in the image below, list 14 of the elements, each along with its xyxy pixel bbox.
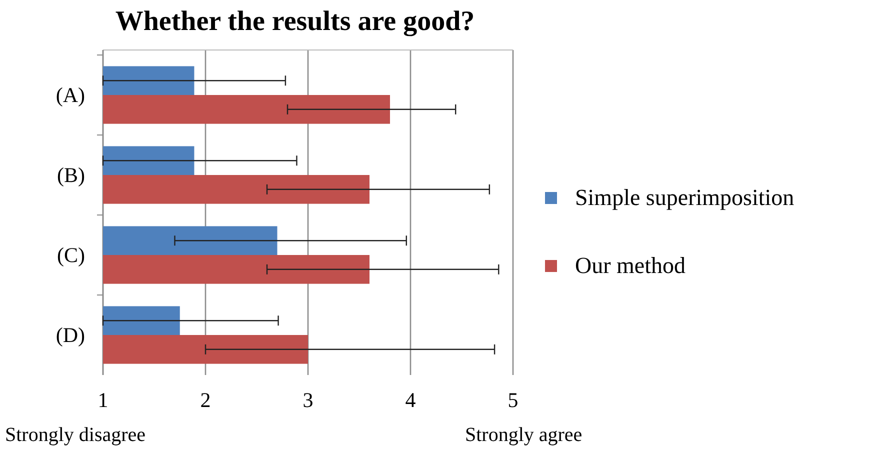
legend-label: Our method [575, 253, 686, 278]
x-tick-label: 1 [98, 388, 108, 412]
y-tick-label: (C) [57, 243, 85, 267]
x-tick-label: 2 [200, 388, 211, 412]
y-tick-label: (A) [56, 83, 85, 107]
x-tick-label: 4 [405, 388, 416, 412]
x-tick-label: 5 [508, 388, 518, 412]
legend-label: Simple superimposition [575, 185, 795, 210]
y-tick-label: (D) [56, 323, 85, 347]
x-tick-label: 3 [302, 388, 314, 412]
text: Strongly disagree [5, 424, 146, 446]
y-tick-label: (B) [57, 163, 85, 187]
chart-title: Whether the results are good? [115, 6, 475, 37]
text: Strongly agree [465, 424, 582, 446]
